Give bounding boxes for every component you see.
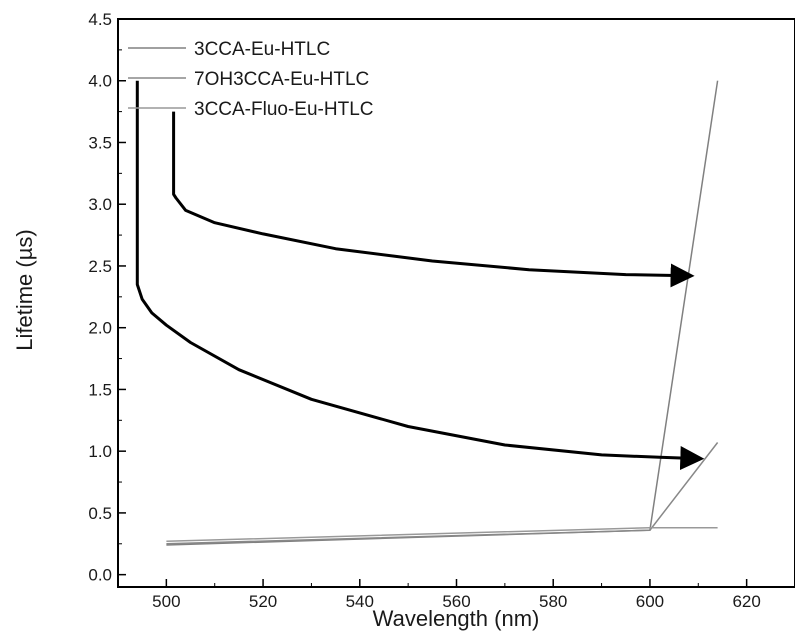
x-tick-label: 600 bbox=[636, 592, 664, 611]
x-tick-label: 560 bbox=[442, 592, 470, 611]
y-axis-title: Lifetime (µs) bbox=[12, 229, 37, 350]
y-tick-label: 1.5 bbox=[88, 380, 112, 399]
x-tick-label: 520 bbox=[249, 592, 277, 611]
annotation-arrow-2 bbox=[172, 111, 695, 288]
y-tick-label: 4.0 bbox=[88, 72, 112, 91]
x-tick-label: 620 bbox=[732, 592, 760, 611]
annotation-arrow-1 bbox=[135, 80, 705, 470]
y-tick-label: 2.5 bbox=[88, 257, 112, 276]
legend-label: 7OH3CCA-Eu-HTLC bbox=[194, 69, 369, 90]
y-tick-label: 1.0 bbox=[88, 442, 112, 461]
legend-label: 3CCA-Eu-HTLC bbox=[194, 39, 330, 60]
y-tick-label: 0.5 bbox=[88, 504, 112, 523]
y-tick-label: 3.5 bbox=[88, 133, 112, 152]
x-tick-label: 500 bbox=[152, 592, 180, 611]
series-line-2 bbox=[166, 442, 719, 545]
x-axis-title: Wavelength (nm) bbox=[373, 606, 540, 631]
y-tick-label: 2.0 bbox=[88, 319, 112, 338]
x-tick-label: 580 bbox=[539, 592, 567, 611]
y-tick-label: 3.0 bbox=[88, 195, 112, 214]
series-line-1 bbox=[166, 80, 719, 546]
y-tick-label: 4.5 bbox=[88, 10, 112, 29]
series-line-3 bbox=[166, 526, 718, 543]
x-tick-label: 540 bbox=[346, 592, 374, 611]
legend-label: 3CCA-Fluo-Eu-HTLC bbox=[194, 99, 373, 120]
y-tick-label: 0.0 bbox=[88, 566, 112, 585]
